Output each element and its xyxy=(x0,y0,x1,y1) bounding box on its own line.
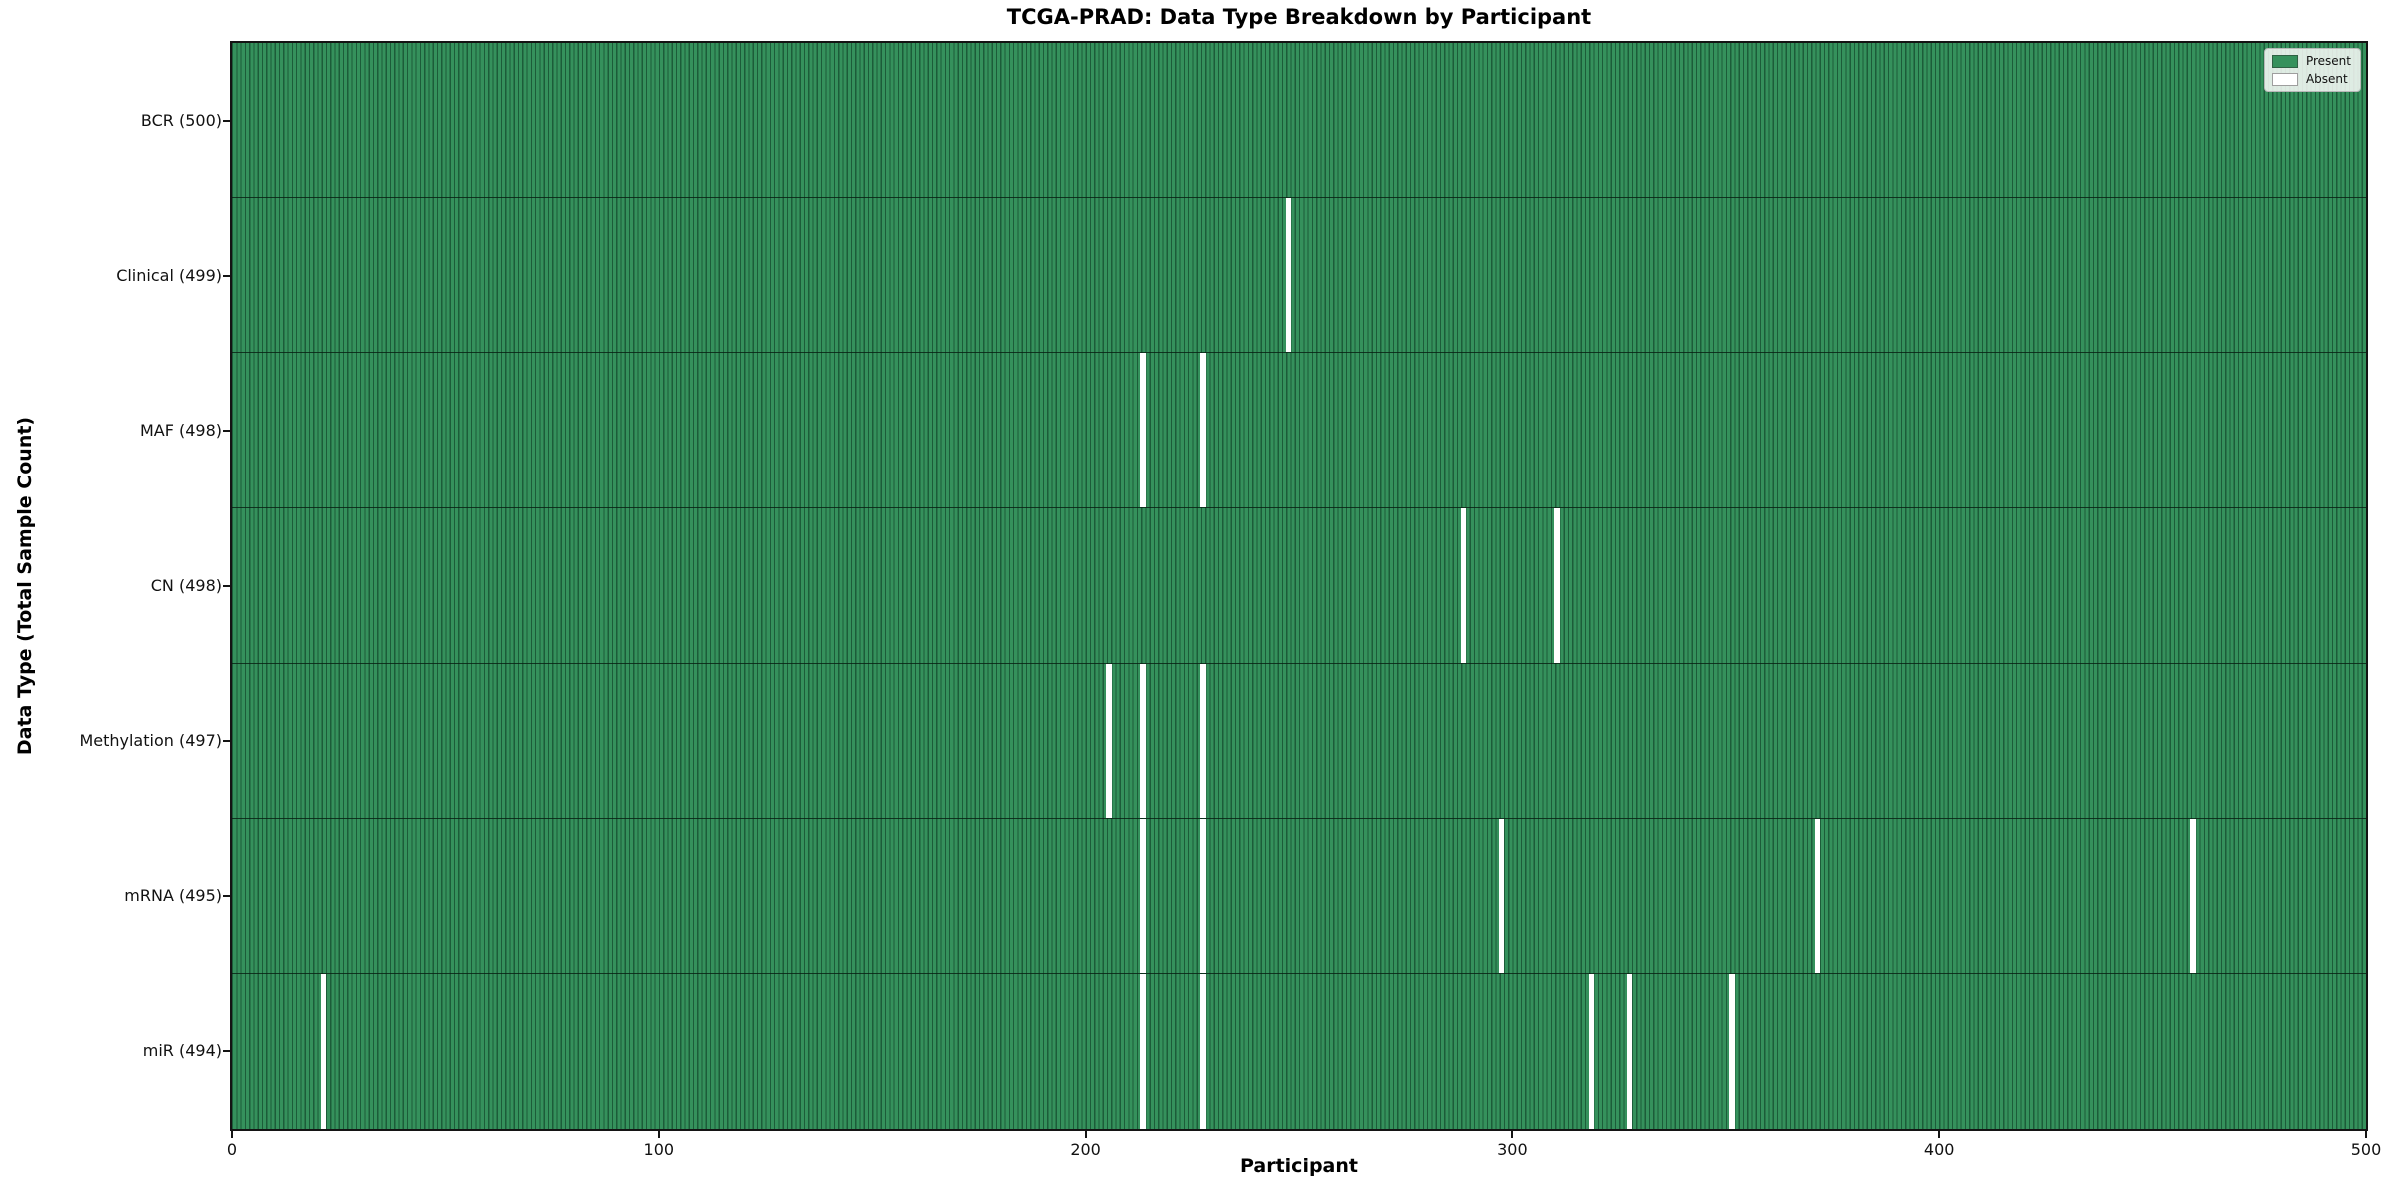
absent-marker xyxy=(1814,818,1821,973)
legend-entry-present: Present xyxy=(2271,54,2351,68)
chart-title: TCGA-PRAD: Data Type Breakdown by Partic… xyxy=(1006,5,1592,29)
absent-marker xyxy=(1588,973,1595,1129)
y-tick-label: miR (494) xyxy=(142,1041,222,1061)
legend-label: Present xyxy=(2305,54,2351,68)
chart-row-cn xyxy=(232,508,2366,664)
absent-marker xyxy=(1498,818,1505,973)
y-tick-label: MAF (498) xyxy=(139,420,222,440)
chart-row-clinical xyxy=(232,198,2366,354)
legend-swatch-present xyxy=(2271,54,2298,68)
y-tick xyxy=(223,119,232,122)
x-tick-label: 0 xyxy=(226,1140,238,1159)
x-tick-label: 200 xyxy=(1070,1140,1101,1159)
x-tick xyxy=(1938,1129,1941,1138)
x-tick-label: 400 xyxy=(1923,1140,1955,1159)
y-tick-label: CN (498) xyxy=(150,576,222,595)
y-tick-label: Clinical (499) xyxy=(116,265,222,285)
y-tick xyxy=(223,895,232,898)
legend: Present Absent xyxy=(2263,48,2361,92)
y-tick-label: mRNA (495) xyxy=(124,886,222,906)
absent-marker xyxy=(2190,818,2196,973)
absent-marker xyxy=(1140,818,1146,973)
y-tick xyxy=(223,740,232,743)
x-tick-label: 100 xyxy=(643,1140,675,1159)
x-tick xyxy=(1084,1129,1087,1138)
x-tick xyxy=(231,1129,233,1138)
x-tick xyxy=(1511,1129,1514,1138)
absent-marker xyxy=(1285,198,1292,353)
x-tick xyxy=(2365,1129,2367,1138)
y-tick xyxy=(223,274,232,277)
y-tick xyxy=(223,585,232,587)
chart-row-bcr xyxy=(232,43,2366,199)
y-tick-label: Methylation (497) xyxy=(79,731,222,751)
absent-marker xyxy=(1140,973,1146,1129)
absent-marker xyxy=(1140,663,1146,818)
absent-marker xyxy=(1460,508,1467,663)
legend-label: Absent xyxy=(2305,72,2348,86)
absent-marker xyxy=(1554,508,1560,663)
y-tick-label: BCR (500) xyxy=(140,110,222,130)
chart-row-mir xyxy=(232,973,2366,1129)
absent-marker xyxy=(1200,353,1206,508)
y-tick xyxy=(223,1050,232,1053)
absent-marker xyxy=(1200,818,1206,973)
y-axis-labels: BCR (500) Clinical (499) MAF (498) CN (498)… xyxy=(0,43,222,1129)
legend-swatch-absent xyxy=(2271,72,2298,86)
chart-row-maf xyxy=(232,353,2366,509)
absent-marker xyxy=(1627,973,1633,1129)
absent-marker xyxy=(1106,663,1112,818)
chart-row-mrna xyxy=(232,818,2366,974)
x-tick xyxy=(657,1129,660,1138)
legend-entry-absent: Absent xyxy=(2271,72,2351,86)
x-tick-label: 500 xyxy=(2350,1140,2382,1159)
x-axis-title: Participant xyxy=(1239,1155,1358,1177)
absent-marker xyxy=(321,973,327,1129)
chart-row-methylation xyxy=(232,663,2366,819)
absent-marker xyxy=(1200,663,1206,818)
absent-marker xyxy=(1729,973,1735,1129)
y-tick xyxy=(223,429,232,432)
plot-area: Present Absent 0 100 200 300 400 500 xyxy=(223,41,2381,1159)
absent-marker xyxy=(1140,353,1146,508)
absent-marker xyxy=(1200,973,1206,1129)
x-tick-label: 300 xyxy=(1497,1140,1528,1159)
